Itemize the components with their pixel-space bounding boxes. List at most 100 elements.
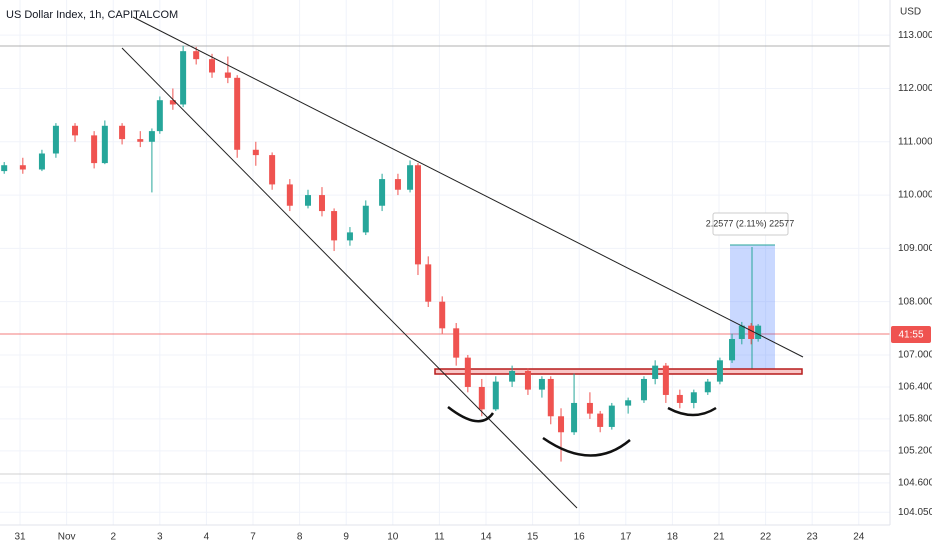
axes: 113.0000 112.0000 111.0000 110.0000 109.0000… [14,30,932,543]
measure-label: 2.2577 (2.11%) 22577 [706,218,794,228]
y-tick-label: 104.6000 [898,478,932,489]
resistance-band [434,368,803,375]
y-tick-label: 105.8000 [898,414,932,425]
candle-body [640,378,647,401]
candle-body [662,365,669,395]
candle-body [738,325,745,339]
x-tick-label: 4 [204,532,210,543]
y-tick-label: 112.0000 [898,83,932,94]
x-tick-label: 9 [343,532,349,543]
x-tick-label: 24 [853,532,865,543]
x-tick-label: 3 [157,532,163,543]
y-tick-label: 105.2000 [898,446,932,457]
candle-body [524,370,531,390]
candle-body [676,394,683,403]
x-tick-label: 15 [527,532,539,543]
candle-body [704,381,711,393]
candle-body [586,402,593,414]
x-tick-label: Nov [58,532,76,543]
y-tick-label: 106.4000 [898,382,932,393]
x-tick-label: 10 [387,532,399,543]
candle-body [72,125,79,136]
candle-body [119,125,126,140]
candle-body [453,328,460,358]
candle-body [180,51,187,105]
trendline-lower [121,47,578,509]
left-shoulder [447,406,495,423]
candle-body [19,165,26,170]
candle-body [156,100,163,132]
candle-body [331,211,338,241]
x-tick-label: 2 [110,532,116,543]
candle-body [318,195,325,212]
candle-body [478,386,485,410]
x-tick-label: 14 [480,532,492,543]
currency: USD [900,7,921,18]
candle-body [690,392,697,403]
candle-body [492,381,499,410]
candle-body [608,405,615,427]
y-tick-label: 111.0000 [898,136,932,147]
candle-body [269,155,276,185]
x-tick-label: 8 [297,532,303,543]
countdown: 41:55 [898,330,923,341]
candle-body [379,179,386,206]
candle-body [755,325,762,339]
x-tick-label: 7 [250,532,256,543]
y-tick-label: 107.0000 [898,350,932,361]
chart-title: US Dollar Index, 1h, CAPITALCOM [6,9,178,21]
candle-body [91,135,98,164]
grid [0,0,890,525]
head [542,436,631,457]
x-tick-label: 22 [760,532,772,543]
candle-body [137,139,144,142]
x-tick-label: 16 [574,532,586,543]
candle-body [625,400,632,406]
candle-body [362,205,369,233]
x-tick-label: 23 [807,532,819,543]
y-tick-label: 104.0500 [898,507,932,518]
candle-body [286,184,293,206]
candle-body [748,325,755,339]
candle-body [652,365,659,379]
candle-body [407,165,414,190]
candle-body [571,402,578,433]
candle-body [346,232,353,241]
candle-body [169,100,176,105]
candle-body [305,195,312,206]
trendline-upper [132,16,804,358]
candle-body [547,378,554,417]
candle-body [52,125,59,154]
candle-body [38,153,45,170]
measure-label-box [712,212,789,236]
candle-body [509,370,516,382]
candles [1,45,762,462]
y-tick-label: 113.0000 [898,30,932,41]
x-tick-label: 21 [713,532,725,543]
right-shoulder [667,406,717,417]
x-tick-label: 11 [434,532,445,543]
candle-body [716,360,723,382]
candle-body [148,131,155,142]
candle-body [729,338,736,361]
candle-body [224,72,231,78]
x-tick-label: 17 [620,532,632,543]
candle-body [193,51,200,60]
candle-body [101,125,108,164]
candle-body [538,378,545,390]
y-tick-label: 109.0000 [898,243,932,254]
candle-body [558,416,565,433]
candle-body [1,165,8,172]
candle-body [234,77,241,150]
candle-body [252,149,259,156]
candle-body [597,413,604,427]
candle-body [414,165,421,265]
countdown-box [891,326,931,343]
candle-body [425,264,432,302]
y-tick-label: 110.0000 [898,190,932,201]
y-tick-label: 108.0000 [898,296,932,307]
candle-body [439,301,446,329]
